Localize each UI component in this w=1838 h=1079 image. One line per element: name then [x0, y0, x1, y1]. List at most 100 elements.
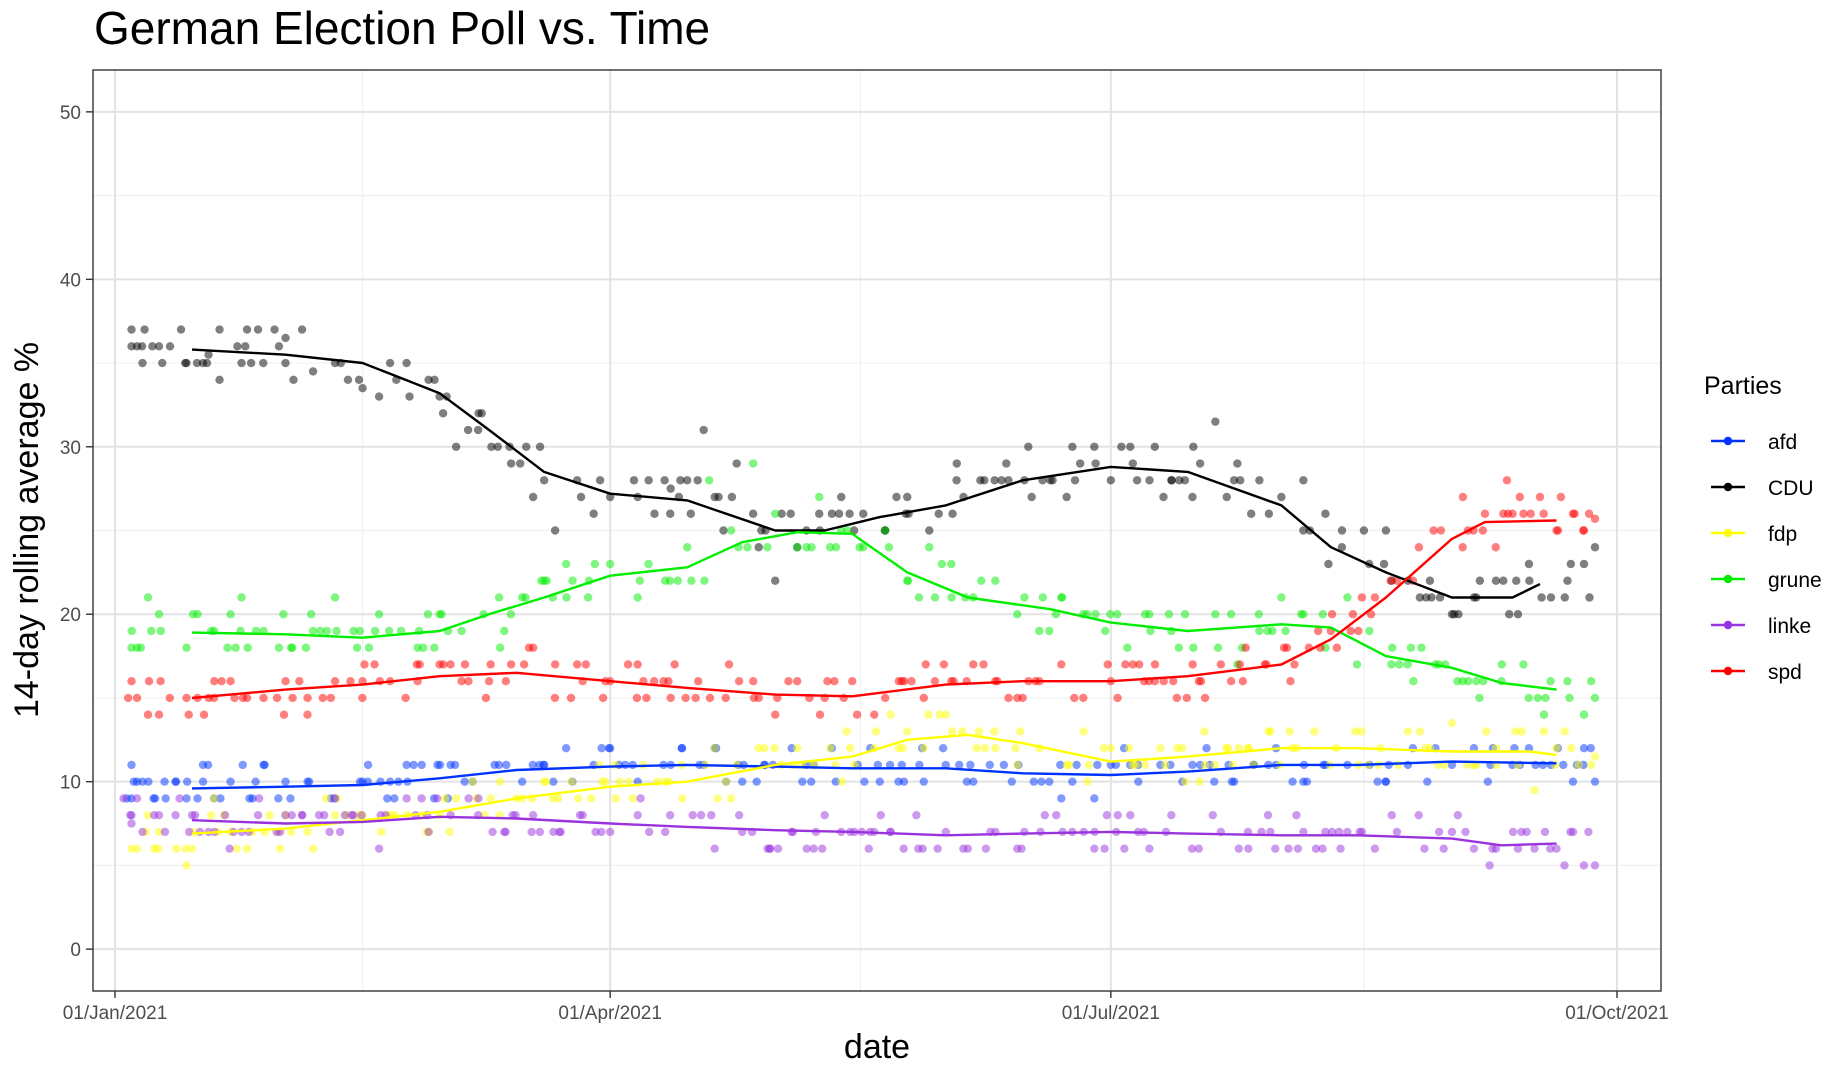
data-point: [161, 794, 170, 803]
legend-label: spd: [1768, 661, 1802, 684]
series-cdu-line: [191, 348, 1541, 599]
data-point: [493, 442, 502, 451]
data-point: [1167, 476, 1177, 485]
data-point: [572, 660, 582, 669]
data-point: [1379, 559, 1389, 569]
data-point: [325, 827, 334, 837]
data-point: [322, 626, 332, 636]
data-point: [209, 794, 219, 803]
data-point: [297, 810, 307, 820]
data-point: [1546, 677, 1555, 686]
data-point: [1579, 743, 1589, 753]
data-point: [969, 660, 978, 669]
data-point: [1539, 710, 1549, 719]
data-point: [1216, 660, 1226, 669]
data-point: [1111, 760, 1121, 770]
data-point: [924, 710, 933, 719]
data-point: [289, 375, 298, 384]
data-point: [644, 827, 654, 837]
data-point: [193, 794, 202, 803]
data-point: [598, 693, 608, 703]
y-tick-label: 50: [60, 103, 81, 124]
data-point: [383, 794, 392, 803]
data-point: [304, 777, 314, 786]
data-point: [1567, 743, 1576, 753]
data-point: [1159, 492, 1168, 502]
data-point: [666, 509, 675, 518]
data-point: [1241, 643, 1250, 652]
data-point: [355, 777, 365, 786]
data-point: [1213, 643, 1223, 652]
data-point: [793, 743, 802, 753]
data-point: [1036, 827, 1045, 837]
data-point: [127, 677, 136, 686]
data-point: [1337, 543, 1347, 552]
data-point: [457, 677, 466, 686]
data-point: [881, 526, 890, 535]
data-point: [1590, 543, 1600, 552]
data-point: [521, 593, 530, 602]
data-point: [566, 693, 576, 703]
data-point: [516, 459, 525, 468]
data-point: [915, 760, 924, 770]
data-point: [754, 693, 763, 703]
data-point: [1343, 827, 1352, 837]
series-grune-line: [191, 531, 1557, 691]
data-point: [825, 543, 835, 552]
data-point: [885, 827, 895, 837]
data-point: [1332, 643, 1342, 652]
data-point: [1403, 727, 1413, 736]
data-point: [642, 693, 651, 703]
data-point: [892, 492, 901, 502]
data-point: [1469, 844, 1479, 853]
data-point: [830, 677, 839, 686]
data-point: [232, 844, 241, 853]
data-point: [1002, 459, 1011, 468]
data-point: [468, 777, 477, 786]
data-point: [1226, 677, 1236, 686]
data-point: [1180, 610, 1190, 619]
data-point: [1515, 492, 1525, 502]
data-point: [281, 777, 290, 786]
data-point: [1563, 677, 1572, 686]
data-point: [597, 827, 606, 837]
data-point: [721, 693, 730, 703]
legend-item-afd: afd: [1711, 431, 1797, 454]
data-point: [1415, 727, 1425, 736]
data-point: [541, 777, 551, 786]
data-point: [144, 677, 154, 686]
data-point: [1563, 576, 1572, 585]
data-point: [358, 693, 367, 703]
data-point: [1552, 844, 1561, 853]
data-point: [1373, 777, 1382, 786]
data-point: [301, 643, 311, 652]
y-tick-label: 0: [70, 940, 81, 961]
data-point: [1537, 593, 1546, 602]
data-point: [1370, 844, 1380, 853]
data-point: [1268, 626, 1277, 636]
data-point: [417, 794, 426, 803]
data-point: [1370, 593, 1380, 602]
data-point: [704, 476, 714, 485]
data-point: [1161, 760, 1170, 770]
data-point: [930, 593, 940, 602]
data-point: [138, 827, 147, 837]
data-point: [561, 743, 571, 753]
data-point: [1277, 492, 1286, 502]
data-point: [941, 827, 950, 837]
data-point: [1145, 476, 1154, 485]
data-point: [1491, 576, 1501, 585]
data-point: [156, 677, 165, 686]
data-point: [435, 760, 445, 770]
data-point: [460, 777, 469, 786]
data-point: [1052, 810, 1061, 820]
data-point: [802, 844, 811, 853]
data-point: [132, 794, 142, 803]
data-point: [710, 743, 719, 753]
data-point: [1427, 593, 1436, 602]
data-point: [123, 693, 133, 703]
data-point: [154, 710, 164, 719]
data-point: [349, 626, 358, 636]
data-point: [845, 743, 855, 753]
